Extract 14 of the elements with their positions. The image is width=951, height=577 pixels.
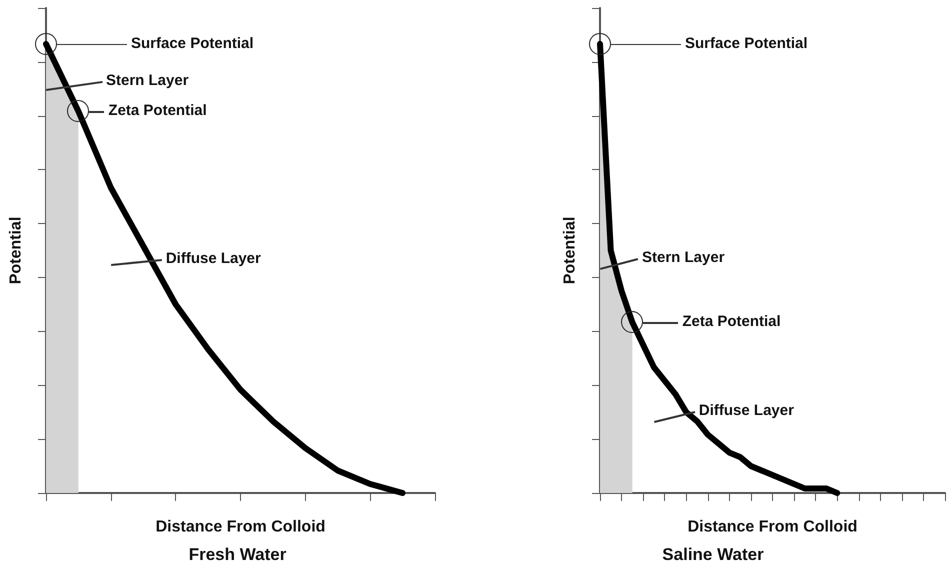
annotation: Stern Layer (642, 248, 725, 268)
x-axis-title: Distance From Colloid (156, 518, 326, 536)
annotation: Surface Potential (685, 34, 808, 54)
annotation: Diffuse Layer (698, 401, 794, 422)
annotation: Zeta Potential (682, 312, 781, 332)
y-axis-title: Potential (562, 216, 578, 284)
annotation: Stern Layer (106, 70, 189, 91)
annotation: Zeta Potential (108, 101, 207, 122)
y-axis-title: Potential (8, 216, 24, 284)
annotation: Diffuse Layer (166, 248, 261, 269)
x-axis-title: Distance From Colloid (688, 518, 858, 536)
annotation: Surface Potential (131, 34, 254, 54)
text: Fresh Water (188, 545, 287, 564)
text: Saline Water (662, 545, 764, 564)
